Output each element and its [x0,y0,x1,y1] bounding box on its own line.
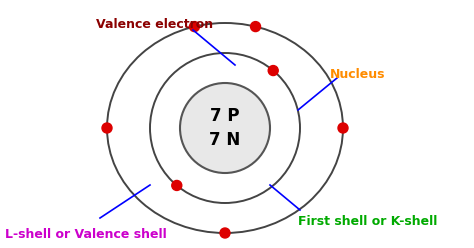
Circle shape [220,228,230,238]
Circle shape [251,22,261,31]
Ellipse shape [180,83,270,173]
Circle shape [190,22,200,31]
Text: Nucleus: Nucleus [330,68,385,81]
Text: Valence electron: Valence electron [96,18,214,31]
Text: 7 P: 7 P [210,107,240,125]
Text: 7 N: 7 N [210,131,241,149]
Text: L-shell or Valence shell: L-shell or Valence shell [5,228,167,241]
Circle shape [338,123,348,133]
Circle shape [268,65,278,76]
Circle shape [172,181,182,190]
Text: First shell or K-shell: First shell or K-shell [298,215,438,228]
Circle shape [102,123,112,133]
